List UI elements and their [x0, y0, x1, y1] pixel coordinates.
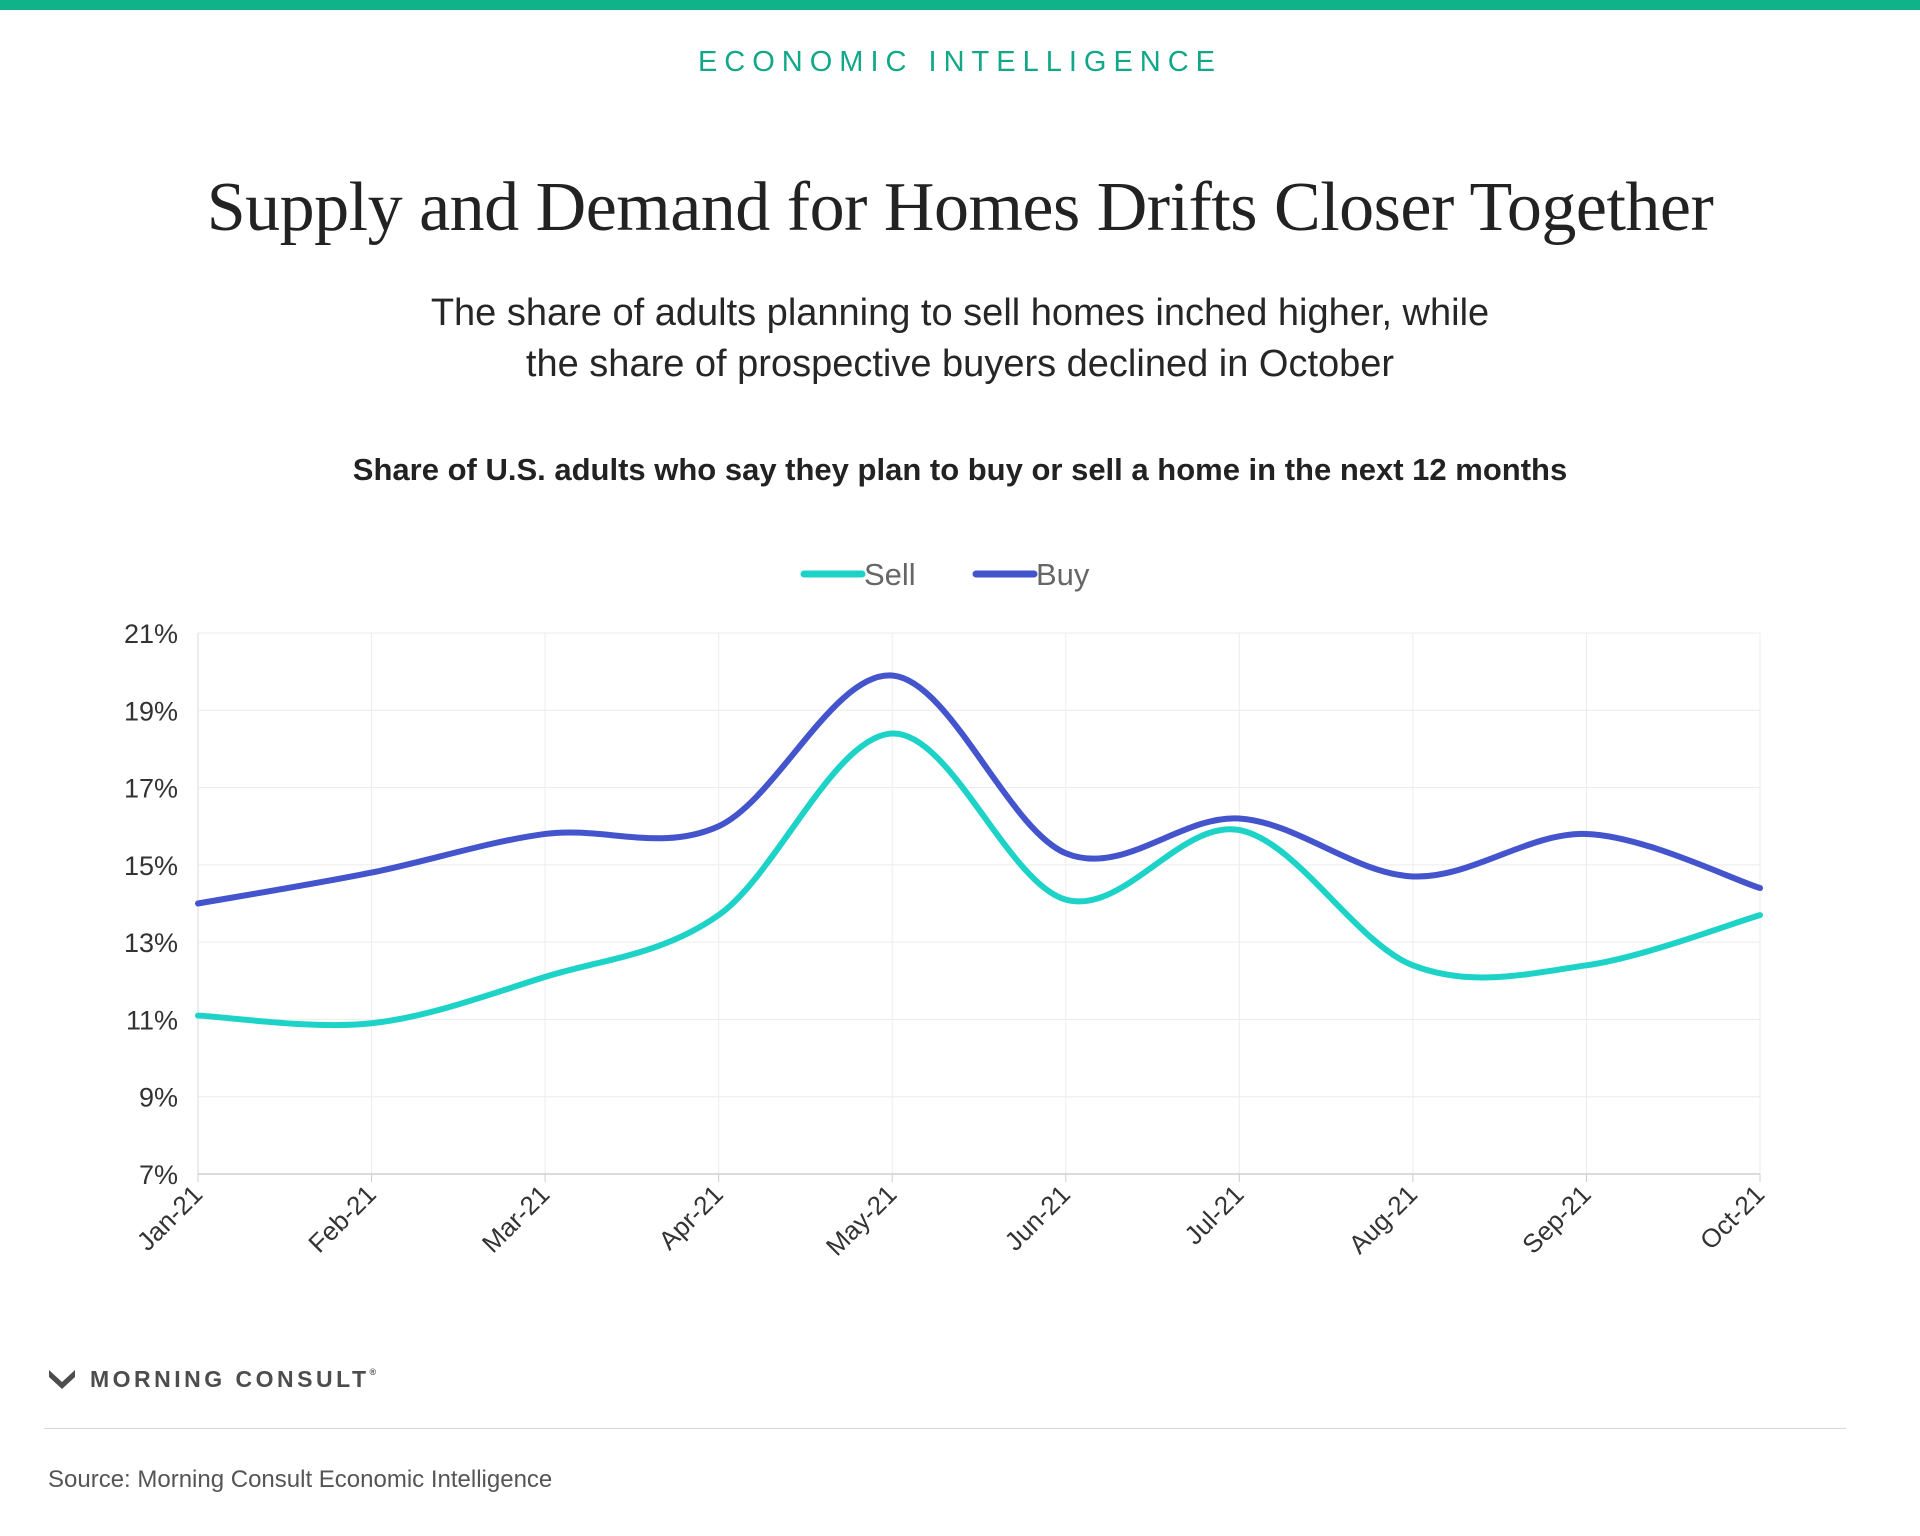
top-accent-bar [0, 0, 1920, 10]
page-subtitle: The share of adults planning to sell hom… [310, 288, 1610, 390]
morning-consult-logo-icon [49, 1370, 75, 1389]
x-tick-label: Apr-21 [653, 1179, 729, 1255]
line-chart: 7% 9% 11% 13% 15% 17% 19% 21% Jan-21 Feb-21 Mar-21… [124, 557, 1770, 1262]
brand-registered-mark: ® [369, 1366, 377, 1377]
y-tick-label: 17% [124, 774, 178, 804]
x-tick-label: Oct-21 [1694, 1179, 1770, 1255]
y-tick-label: 21% [124, 619, 178, 649]
y-tick-label: 9% [139, 1083, 178, 1113]
y-tick-label: 19% [124, 696, 178, 726]
x-tick-label: Jul-21 [1178, 1179, 1249, 1250]
series-line-buy [195, 672, 1763, 907]
subtitle-line-1: The share of adults planning to sell hom… [430, 292, 1490, 334]
brand: MORNING CONSULT® [48, 1364, 376, 1394]
chart-heading: Share of U.S. adults who say they plan t… [352, 452, 1568, 487]
y-tick-label: 13% [124, 928, 178, 958]
legend-label-buy: Buy [1036, 557, 1090, 592]
brand-name: MORNING CONSULT® [90, 1366, 376, 1393]
y-tick-label: 15% [124, 851, 178, 881]
x-tick-label: Jun-21 [999, 1179, 1076, 1256]
subtitle-line-2: the share of prospective buyers declined… [525, 343, 1395, 385]
x-tick-label: Jan-21 [131, 1179, 208, 1256]
source-note: Source: Morning Consult Economic Intelli… [48, 1466, 553, 1493]
x-tick-label: Aug-21 [1343, 1179, 1423, 1259]
kicker-label: ECONOMIC INTELLIGENCE [697, 46, 1223, 78]
y-tick-label: 11% [126, 1005, 178, 1035]
x-tick-label: May-21 [820, 1179, 903, 1262]
footer-divider [44, 1428, 1846, 1429]
series-line-sell [195, 730, 1763, 1029]
x-tick-label: Mar-21 [476, 1179, 555, 1258]
x-tick-label: Feb-21 [302, 1179, 381, 1258]
legend-label-sell: Sell [864, 557, 916, 592]
x-tick-label: Sep-21 [1516, 1179, 1596, 1259]
brand-name-text: MORNING CONSULT [90, 1365, 370, 1392]
page-title: Supply and Demand for Homes Drifts Close… [206, 169, 1714, 246]
y-tick-label: 7% [139, 1160, 178, 1190]
